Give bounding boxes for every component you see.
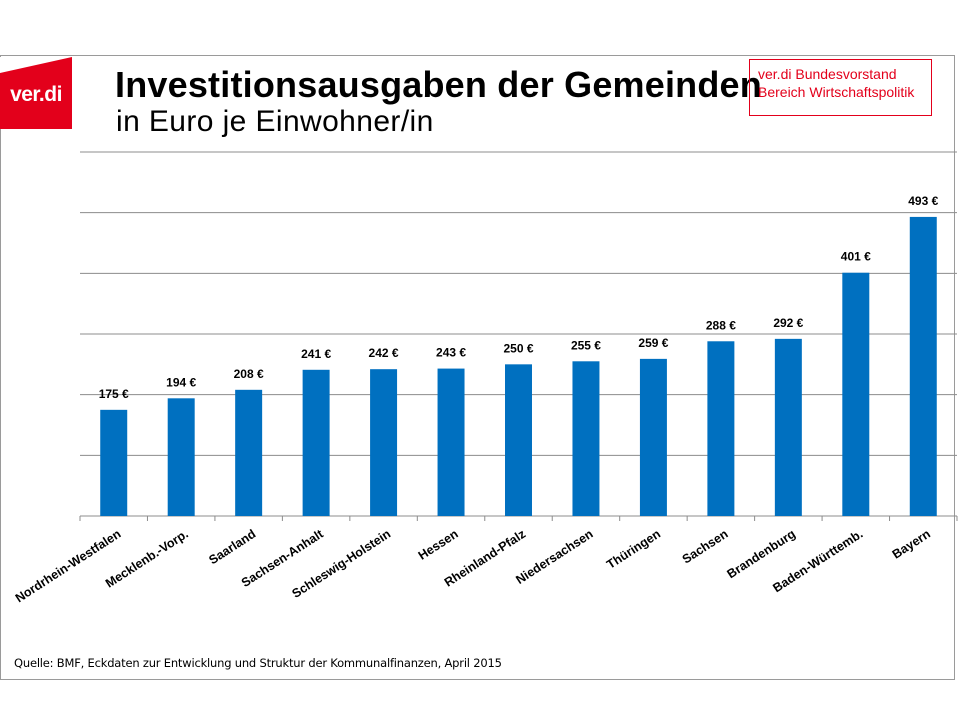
data-label: 250 €	[503, 341, 533, 355]
data-label: 255 €	[571, 338, 601, 352]
bar	[235, 389, 263, 516]
data-label: 259 €	[638, 336, 668, 350]
bar	[774, 338, 802, 516]
chart-subtitle: in Euro je Einwohner/in	[116, 105, 434, 138]
bar	[302, 369, 330, 516]
bar	[707, 341, 735, 516]
bar	[505, 364, 532, 516]
data-label: 242 €	[369, 346, 399, 360]
category-label: Hessen	[416, 527, 461, 563]
category-label: Saarland	[206, 527, 258, 568]
publisher-line-2: Bereich Wirtschaftspolitik	[758, 84, 915, 100]
bar	[437, 368, 465, 516]
verdi-logo: ver.di	[0, 57, 72, 129]
source-note: Quelle: BMF, Eckdaten zur Entwicklung un…	[14, 656, 502, 670]
publisher-line-1: ver.di Bundesvorstand	[758, 66, 897, 82]
data-label: 241 €	[301, 347, 331, 361]
logo-text: ver.di	[10, 83, 62, 106]
category-label: Nordrhein-Westfalen	[13, 527, 124, 606]
slide-frame	[0, 55, 955, 680]
data-label: 493 €	[908, 194, 938, 208]
data-label: 208 €	[234, 367, 264, 381]
logo-corner	[0, 57, 72, 73]
bar	[842, 272, 870, 516]
chart-title: Investitionsausgaben der Gemeinden	[115, 64, 762, 105]
bar	[370, 369, 398, 516]
data-label: 401 €	[841, 250, 871, 264]
data-label: 243 €	[436, 346, 466, 360]
bar	[639, 358, 667, 516]
data-label: 292 €	[773, 316, 803, 330]
category-label: Bayern	[890, 527, 933, 562]
data-label: 175 €	[99, 387, 129, 401]
bar	[909, 216, 937, 516]
category-label: Sachsen	[680, 527, 731, 567]
publisher-box: ver.di Bundesvorstand Bereich Wirtschaft…	[749, 59, 932, 116]
data-label: 288 €	[706, 318, 736, 332]
bar	[167, 398, 195, 516]
bar	[100, 409, 128, 516]
data-label: 194 €	[166, 375, 196, 389]
category-label: Thüringen	[604, 527, 663, 572]
bar	[572, 361, 600, 516]
